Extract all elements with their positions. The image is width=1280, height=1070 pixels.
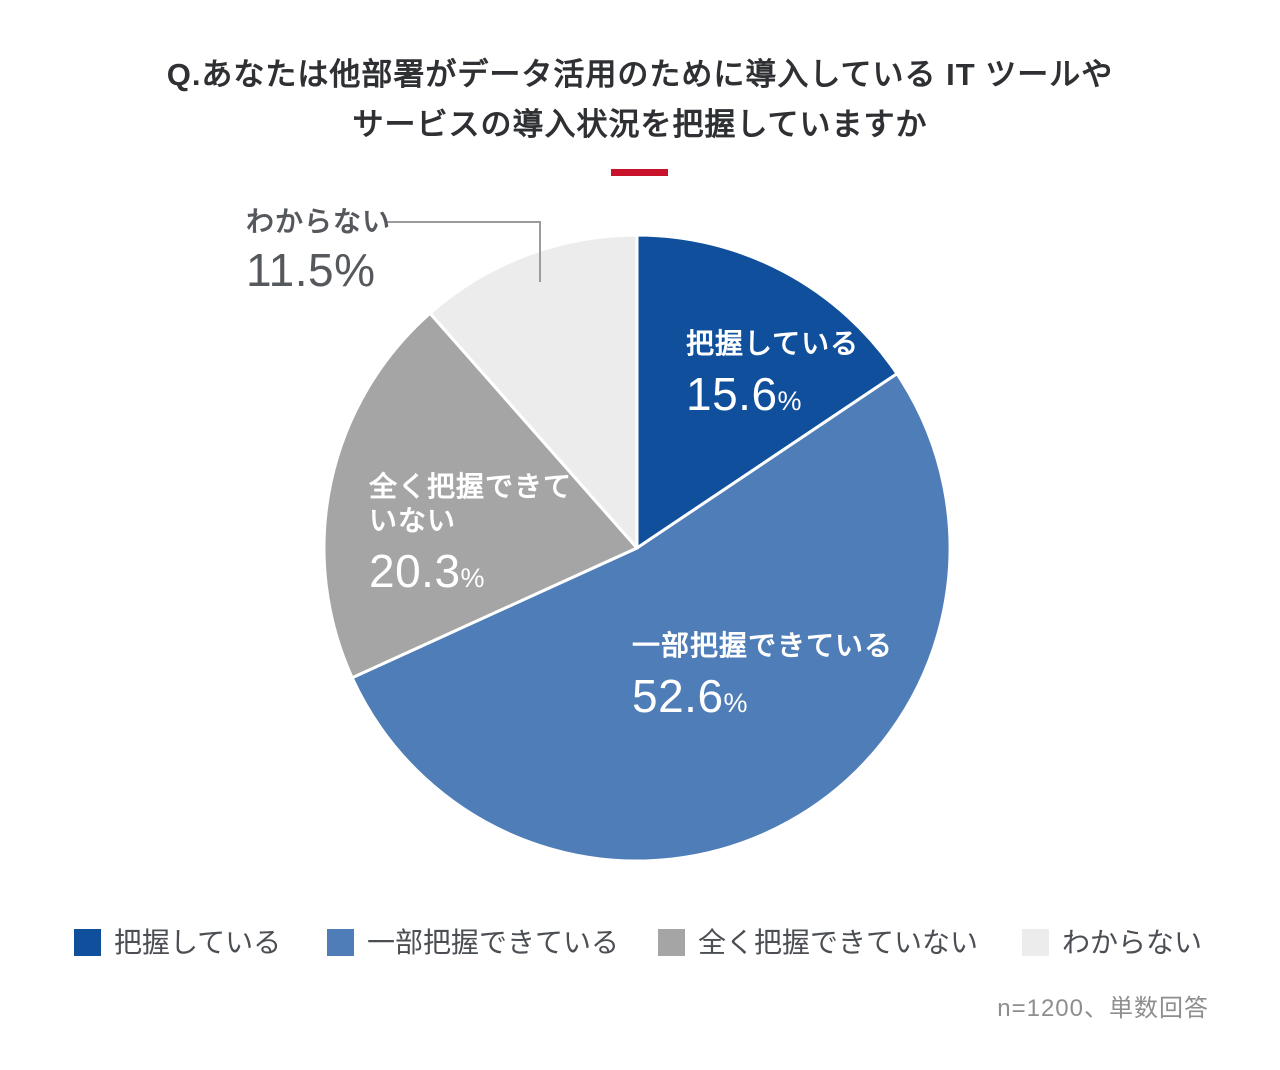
legend-swatch-not-aware [658, 929, 685, 956]
slice-label-not-aware-line1: 全く把握できて [369, 471, 573, 502]
legend-item-not-aware: 全く把握できていない [658, 927, 979, 958]
slice-label-not-aware-line2: いない [369, 505, 457, 536]
title-line-1: Q.あなたは他部署がデータ活用のために導入している IT ツールや [166, 57, 1114, 92]
legend-label-aware: 把握している [114, 927, 282, 958]
slice-label-aware: 把握している 15.6% [686, 327, 859, 417]
legend-swatch-partially-aware [327, 929, 354, 956]
slice-label-partially-aware-text: 一部把握できている [632, 630, 894, 661]
slice-value-unknown: 11.5% [246, 244, 376, 296]
slice-value-not-aware: 20.3% [369, 545, 486, 597]
title-line-2: サービスの導入状況を把握していますか [352, 107, 928, 142]
page-title: Q.あなたは他部署がデータ活用のために導入している IT ツールや サービスの導… [0, 50, 1280, 150]
slice-label-not-aware: 全く把握できて いない 20.3% [369, 470, 572, 594]
callout-line-horizontal [387, 221, 541, 223]
slice-value-partially-aware: 52.6% [632, 670, 749, 722]
legend-item-unknown: わからない [1022, 927, 1203, 958]
pie-slice-3 [428, 233, 639, 550]
slice-label-partially-aware: 一部把握できている 52.6% [632, 629, 893, 719]
legend-item-partially-aware: 一部把握できている [327, 927, 620, 958]
pie-chart [322, 233, 952, 863]
pie-slice-1 [350, 372, 952, 863]
legend-label-partially-aware: 一部把握できている [367, 927, 620, 958]
percent-sign: % [334, 244, 376, 296]
slice-label-unknown-text: わからない [246, 206, 392, 237]
callout-line-vertical [539, 221, 541, 282]
pie-slice-2 [322, 311, 639, 680]
legend-label-not-aware: 全く把握できていない [698, 927, 979, 958]
slice-label-aware-text: 把握している [686, 328, 860, 359]
slice-label-unknown: わからない 11.5% [246, 205, 391, 293]
percent-sign: % [723, 688, 749, 718]
slice-value-aware: 15.6% [686, 368, 803, 420]
legend-swatch-aware [74, 929, 101, 956]
sample-note: n=1200、単数回答 [997, 995, 1209, 1022]
percent-sign: % [460, 563, 486, 593]
title-accent-bar [611, 169, 668, 176]
legend-swatch-unknown [1022, 929, 1049, 956]
percent-sign: % [777, 386, 803, 416]
legend-label-unknown: わからない [1062, 927, 1203, 958]
legend-item-aware: 把握している [74, 927, 282, 958]
pie-slice-0 [635, 233, 899, 550]
